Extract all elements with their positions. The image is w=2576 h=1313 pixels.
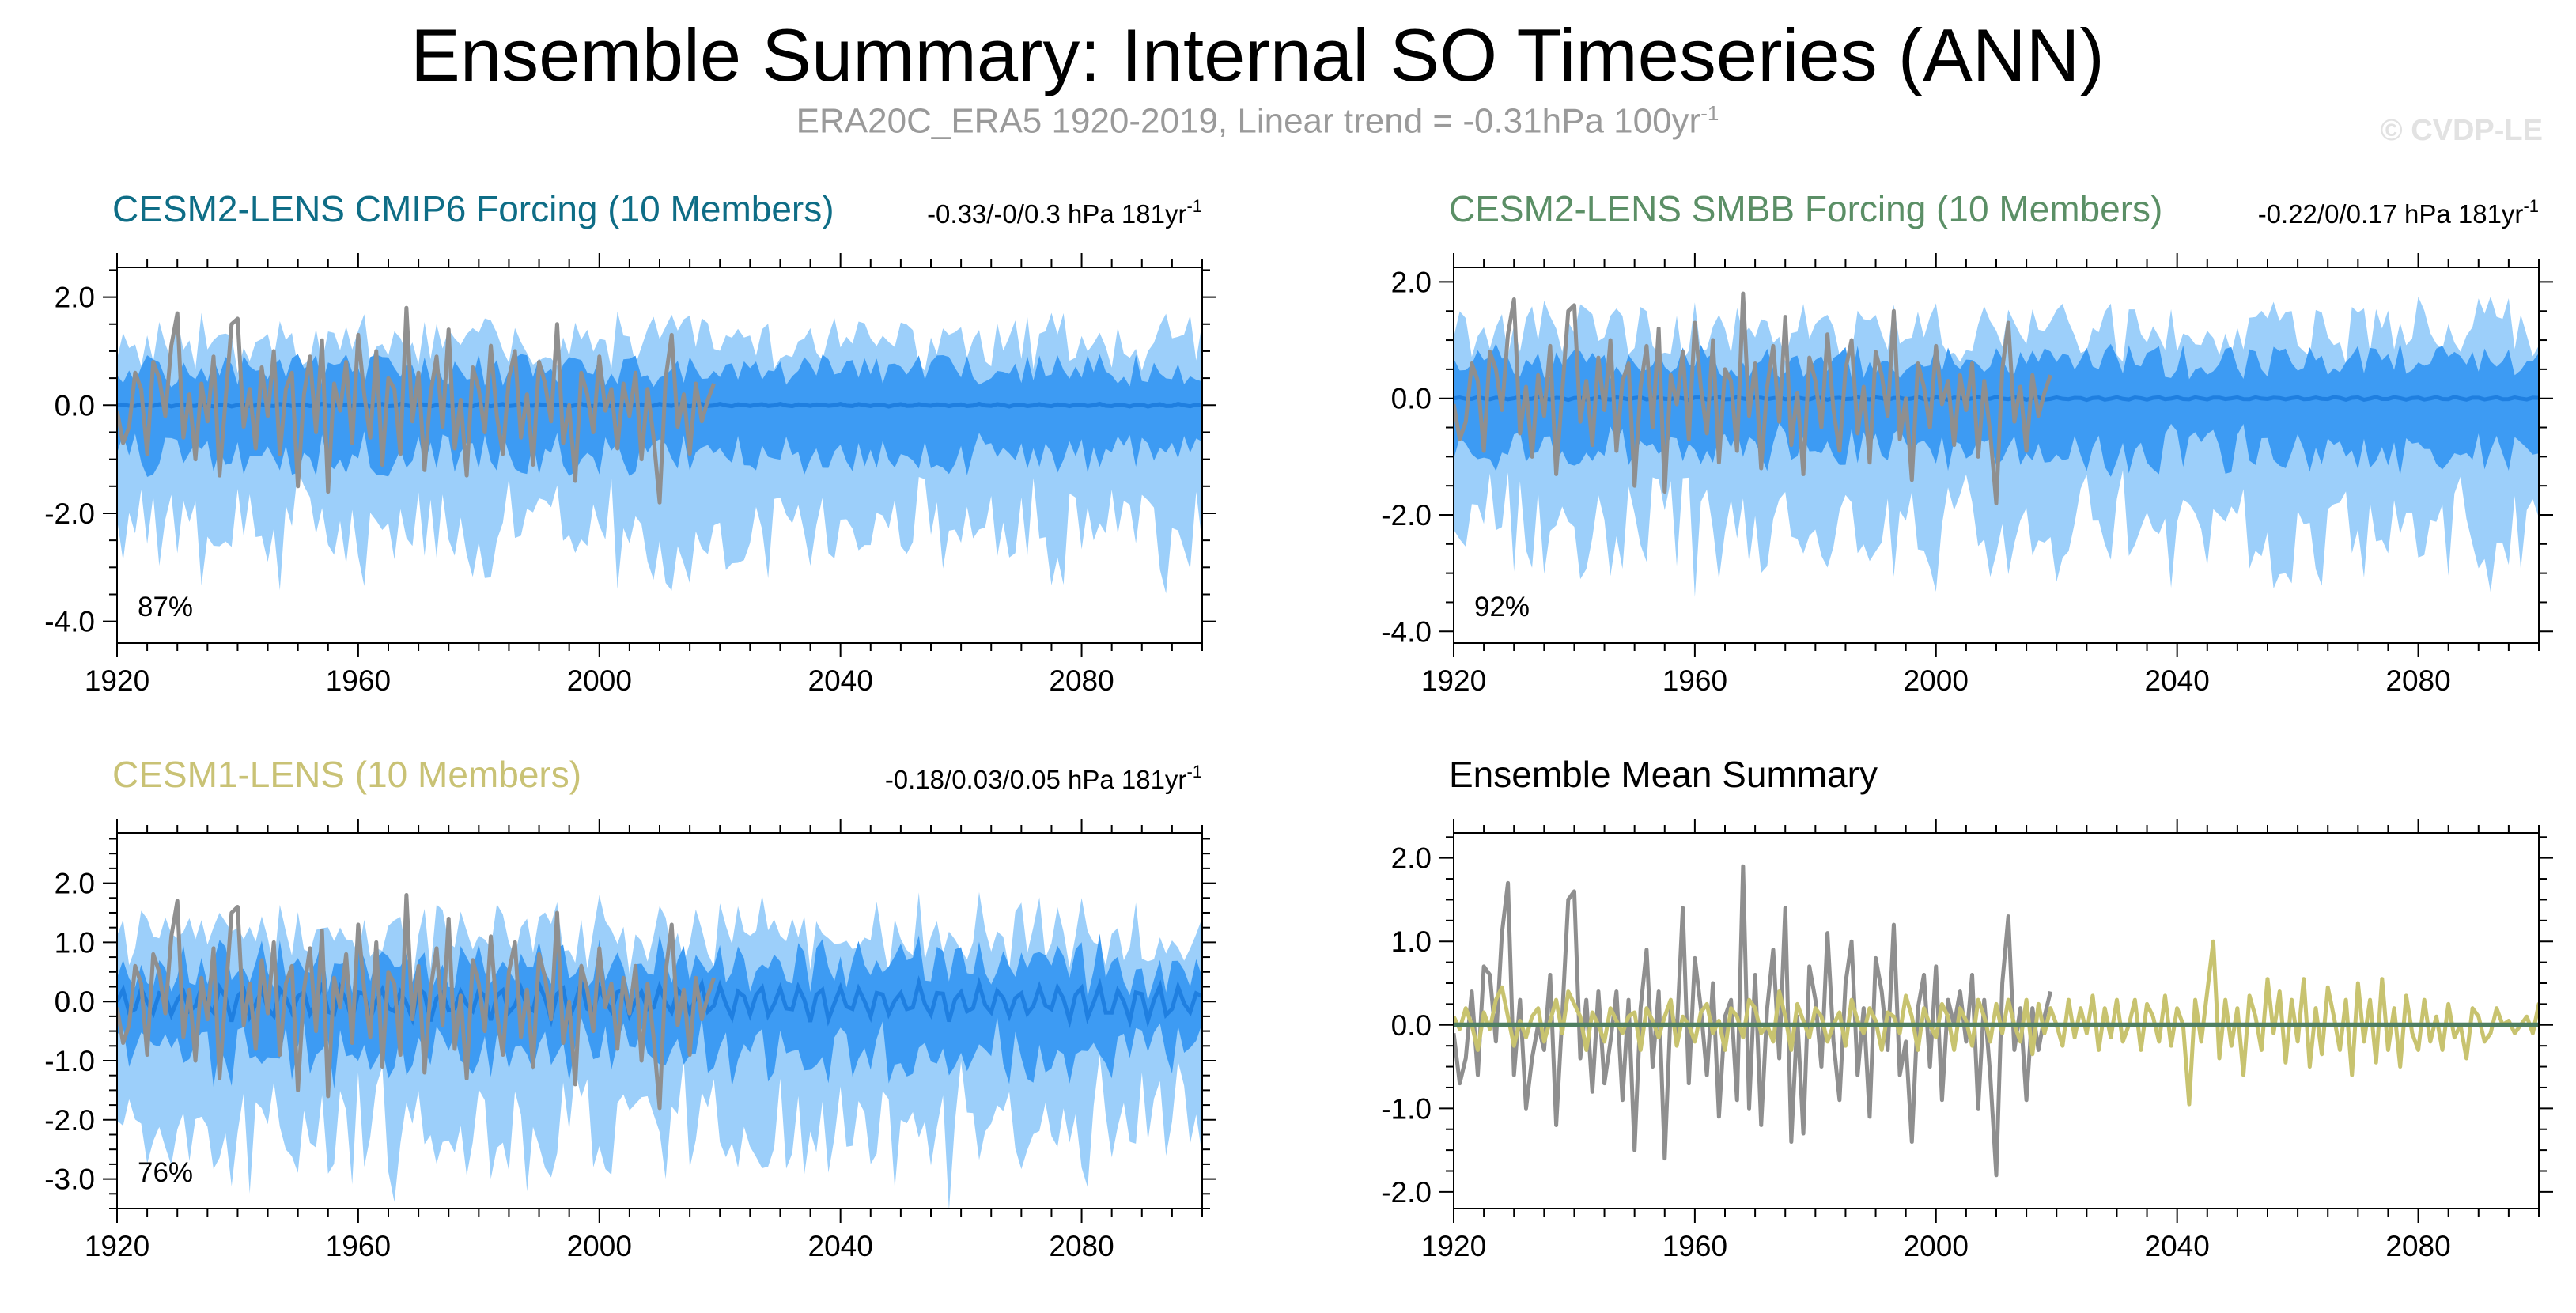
y-tick-label: 2.0 xyxy=(1391,842,1432,875)
x-tick-label: 1960 xyxy=(326,1230,391,1262)
x-tick-label: 2040 xyxy=(2145,664,2210,697)
x-tick-label: 2080 xyxy=(1049,664,1114,697)
x-tick-label: 2080 xyxy=(1049,1230,1114,1262)
y-tick-label: -2.0 xyxy=(1381,1176,1432,1209)
panel-trend-stats: -0.33/-0/0.3 hPa 181yr-1 xyxy=(927,196,1202,229)
x-tick-label: 2000 xyxy=(1904,1230,1969,1262)
page-title: Ensemble Summary: Internal SO Timeseries… xyxy=(410,13,2105,96)
panel-cesm2-cmip6: CESM2-LENS CMIP6 Forcing (10 Members) -0.… xyxy=(44,188,1216,697)
panel-trend-stats: -0.18/0.03/0.05 hPa 181yr-1 xyxy=(885,762,1202,794)
panel-title: Ensemble Mean Summary xyxy=(1449,754,1878,795)
observed-line xyxy=(1454,291,2052,505)
page-subtitle: ERA20C_ERA5 1920-2019, Linear trend = -0… xyxy=(0,101,2515,142)
credit-watermark: © CVDP-LE xyxy=(2380,114,2543,147)
panel-percent-label: 87% xyxy=(138,592,193,622)
subtitle-text: ERA20C_ERA5 1920-2019, Linear trend = -0… xyxy=(796,101,1701,141)
panel-title: CESM2-LENS CMIP6 Forcing (10 Members) xyxy=(112,188,834,229)
y-tick-label: -4.0 xyxy=(44,606,95,638)
y-tick-label: -1.0 xyxy=(1381,1092,1432,1125)
y-tick-label: -1.0 xyxy=(44,1045,95,1077)
panel-ensemble-mean-summary: Ensemble Mean Summary 2.0 1.0 0.0 -1.0 -2.0 19… xyxy=(1381,754,2553,1262)
y-tick-label: 0.0 xyxy=(1391,383,1432,415)
x-tick-label: 2000 xyxy=(1904,664,1969,697)
y-tick-label: 2.0 xyxy=(55,282,95,314)
x-tick-label: 1920 xyxy=(1421,664,1486,697)
panel-trend-exponent: -1 xyxy=(1186,762,1202,781)
x-tick-label: 2040 xyxy=(2145,1230,2210,1262)
plot-area xyxy=(1454,864,2539,1178)
series-line-1 xyxy=(1454,939,2539,1107)
x-tick-label: 2080 xyxy=(2385,1230,2450,1262)
y-tick-label: 1.0 xyxy=(1391,925,1432,958)
x-tick-label: 1920 xyxy=(1421,1230,1486,1262)
subtitle-exponent: -1 xyxy=(1700,101,1719,125)
x-tick-label: 2040 xyxy=(808,664,873,697)
panel-trend-exponent: -1 xyxy=(1186,196,1202,216)
y-tick-label: 0.0 xyxy=(55,986,95,1018)
y-tick-label: 1.0 xyxy=(55,926,95,959)
series-line-0 xyxy=(1454,864,2053,1178)
y-tick-label: 2.0 xyxy=(55,868,95,900)
plot-area xyxy=(1454,291,2539,597)
x-tick-label: 1920 xyxy=(85,664,149,697)
panel-trend-exponent: -1 xyxy=(2523,196,2539,216)
plot-area xyxy=(117,891,1202,1209)
panel-trend-stats: -0.22/0/0.17 hPa 181yr-1 xyxy=(2258,196,2539,229)
x-tick-label: 2040 xyxy=(808,1230,873,1262)
panel-title: CESM2-LENS SMBB Forcing (10 Members) xyxy=(1449,188,2162,229)
y-tick-label: -2.0 xyxy=(1381,499,1432,532)
inner-spread-band xyxy=(1454,343,2539,477)
y-tick-label: 2.0 xyxy=(1391,266,1432,298)
panel-cesm2-smbb: CESM2-LENS SMBB Forcing (10 Members) -0.2… xyxy=(1381,188,2553,697)
x-tick-label: 2080 xyxy=(2385,664,2450,697)
panel-title: CESM1-LENS (10 Members) xyxy=(112,754,581,795)
y-tick-label: 0.0 xyxy=(1391,1009,1432,1042)
y-tick-label: -2.0 xyxy=(44,498,95,530)
panel-percent-label: 92% xyxy=(1474,592,1530,622)
y-tick-label: -2.0 xyxy=(44,1104,95,1137)
x-tick-label: 1960 xyxy=(1662,664,1727,697)
ensemble-mean-line xyxy=(117,401,1202,409)
y-tick-label: -4.0 xyxy=(1381,615,1432,648)
observed-line xyxy=(117,305,716,505)
panel-cesm1-lens: CESM1-LENS (10 Members) -0.18/0.03/0.05 h… xyxy=(44,754,1216,1262)
ensemble-mean-line xyxy=(117,974,1202,1029)
x-tick-label: 2000 xyxy=(567,664,632,697)
y-tick-label: -3.0 xyxy=(44,1164,95,1196)
ensemble-mean-line xyxy=(1454,395,2539,403)
x-tick-label: 1960 xyxy=(326,664,391,697)
x-tick-label: 2000 xyxy=(567,1230,632,1262)
y-tick-label: 0.0 xyxy=(55,389,95,422)
x-tick-label: 1960 xyxy=(1662,1230,1727,1262)
observed-line xyxy=(117,893,716,1111)
panel-percent-label: 76% xyxy=(138,1157,193,1188)
x-tick-label: 1920 xyxy=(85,1230,149,1262)
plot-area xyxy=(117,305,1202,594)
